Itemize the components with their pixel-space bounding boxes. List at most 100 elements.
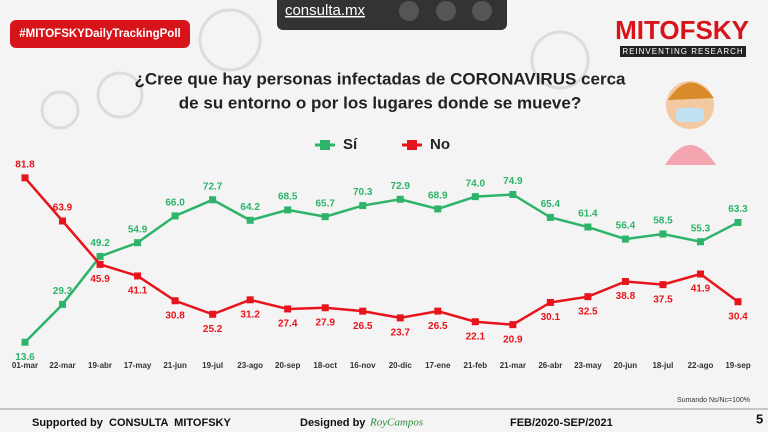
data-point [59, 217, 67, 225]
x-tick-label: 01-mar [12, 361, 38, 370]
data-label: 31.2 [240, 309, 260, 320]
data-point [659, 230, 667, 238]
data-label: 68.9 [428, 191, 448, 202]
data-point [359, 307, 367, 315]
data-label: 26.5 [428, 321, 448, 332]
data-point [134, 239, 142, 247]
data-label: 45.9 [90, 274, 110, 285]
tagline-box [620, 46, 746, 57]
data-label: 30.4 [728, 311, 748, 322]
data-point [134, 272, 142, 280]
site-link[interactable]: consulta.mx [285, 2, 366, 19]
data-point [471, 193, 479, 201]
footer-period: FEB/2020-SEP/2021 [510, 417, 613, 429]
data-point [396, 195, 404, 203]
data-point [734, 218, 742, 226]
data-label: 26.5 [353, 321, 373, 332]
data-label: 37.5 [653, 294, 673, 305]
x-tick-label: 17-ene [425, 361, 451, 370]
badge-box [10, 20, 190, 48]
data-label: 25.2 [203, 324, 223, 335]
data-label: 66.0 [165, 198, 185, 209]
title-line: de su entorno o por los lugares donde se… [179, 93, 581, 112]
data-label: 20.9 [503, 334, 523, 345]
x-tick-label: 22-mar [49, 361, 75, 370]
data-point [359, 202, 367, 210]
data-label: 64.2 [240, 202, 260, 213]
data-point [546, 298, 554, 306]
x-tick-label: 19-sep [725, 361, 750, 370]
twitter-icon[interactable] [399, 1, 419, 21]
data-point [246, 216, 254, 224]
data-point [171, 297, 179, 305]
legend-label: No [430, 136, 450, 153]
x-tick-label: 22-ago [688, 361, 714, 370]
x-tick-label: 23-ago [237, 361, 263, 370]
data-label: 54.9 [128, 224, 148, 235]
data-label: 23.7 [391, 328, 411, 339]
data-point [59, 300, 67, 308]
legend-label: Sí [343, 136, 358, 153]
x-tick-label: 20-jun [614, 361, 638, 370]
x-tick-label: 19-abr [88, 361, 112, 370]
data-point [509, 190, 517, 198]
badge: #MITOFSKYDailyTrackingPoll [19, 28, 180, 40]
data-label: 41.9 [691, 284, 711, 295]
data-point [434, 307, 442, 315]
data-label: 81.8 [15, 160, 35, 171]
x-tick-label: 21-mar [500, 361, 526, 370]
data-label: 22.1 [466, 331, 486, 342]
data-point [584, 223, 592, 231]
data-point [96, 252, 104, 260]
data-point [284, 305, 292, 313]
data-label: 27.9 [315, 317, 335, 328]
brand-tagline: REINVENTING RESEARCH [622, 47, 743, 56]
data-point [659, 281, 667, 289]
data-point [434, 205, 442, 213]
page-number: 5 [756, 411, 763, 426]
virus-decoration [40, 8, 590, 130]
data-point [471, 318, 479, 326]
data-point [621, 235, 629, 243]
x-tick-label: 21-feb [464, 361, 488, 370]
data-label: 58.5 [653, 216, 673, 227]
data-label: 13.6 [15, 352, 35, 363]
data-label: 49.2 [90, 238, 110, 249]
data-point [396, 314, 404, 322]
data-label: 74.0 [466, 178, 486, 189]
data-label: 30.1 [541, 312, 561, 323]
footer-designer: RoyCampos [369, 417, 423, 429]
data-label: 68.5 [278, 192, 298, 203]
x-tick-label: 21-jun [163, 361, 187, 370]
legend-marker [407, 140, 417, 150]
data-label: 65.7 [315, 198, 335, 209]
youtube-icon[interactable] [472, 1, 492, 21]
x-tick-label: 26-abr [538, 361, 562, 370]
data-point [321, 304, 329, 312]
data-label: 56.4 [616, 221, 636, 232]
data-point [21, 338, 29, 346]
data-label: 63.9 [53, 203, 73, 214]
data-label: 38.8 [616, 291, 636, 302]
data-point [96, 260, 104, 268]
data-point [21, 174, 29, 182]
data-point [621, 277, 629, 285]
data-label: 72.9 [391, 181, 411, 192]
x-tick-label: 23-may [574, 361, 602, 370]
data-label: 74.9 [503, 176, 523, 187]
footer-designed: Designed by [300, 417, 366, 429]
series-line [24, 193, 739, 344]
data-label: 27.4 [278, 319, 298, 330]
title-line: ¿Cree que hay personas infectadas de COR… [135, 69, 627, 88]
data-point [696, 270, 704, 278]
footer-supported: Supported by CONSULTA MITOFSKY [32, 417, 231, 429]
legend-marker [320, 140, 330, 150]
data-label: 55.3 [691, 223, 711, 234]
x-tick-label: 16-nov [350, 361, 376, 370]
data-point [509, 321, 517, 329]
data-point [734, 298, 742, 306]
facebook-icon[interactable] [436, 1, 456, 21]
x-tick-label: 17-may [124, 361, 152, 370]
